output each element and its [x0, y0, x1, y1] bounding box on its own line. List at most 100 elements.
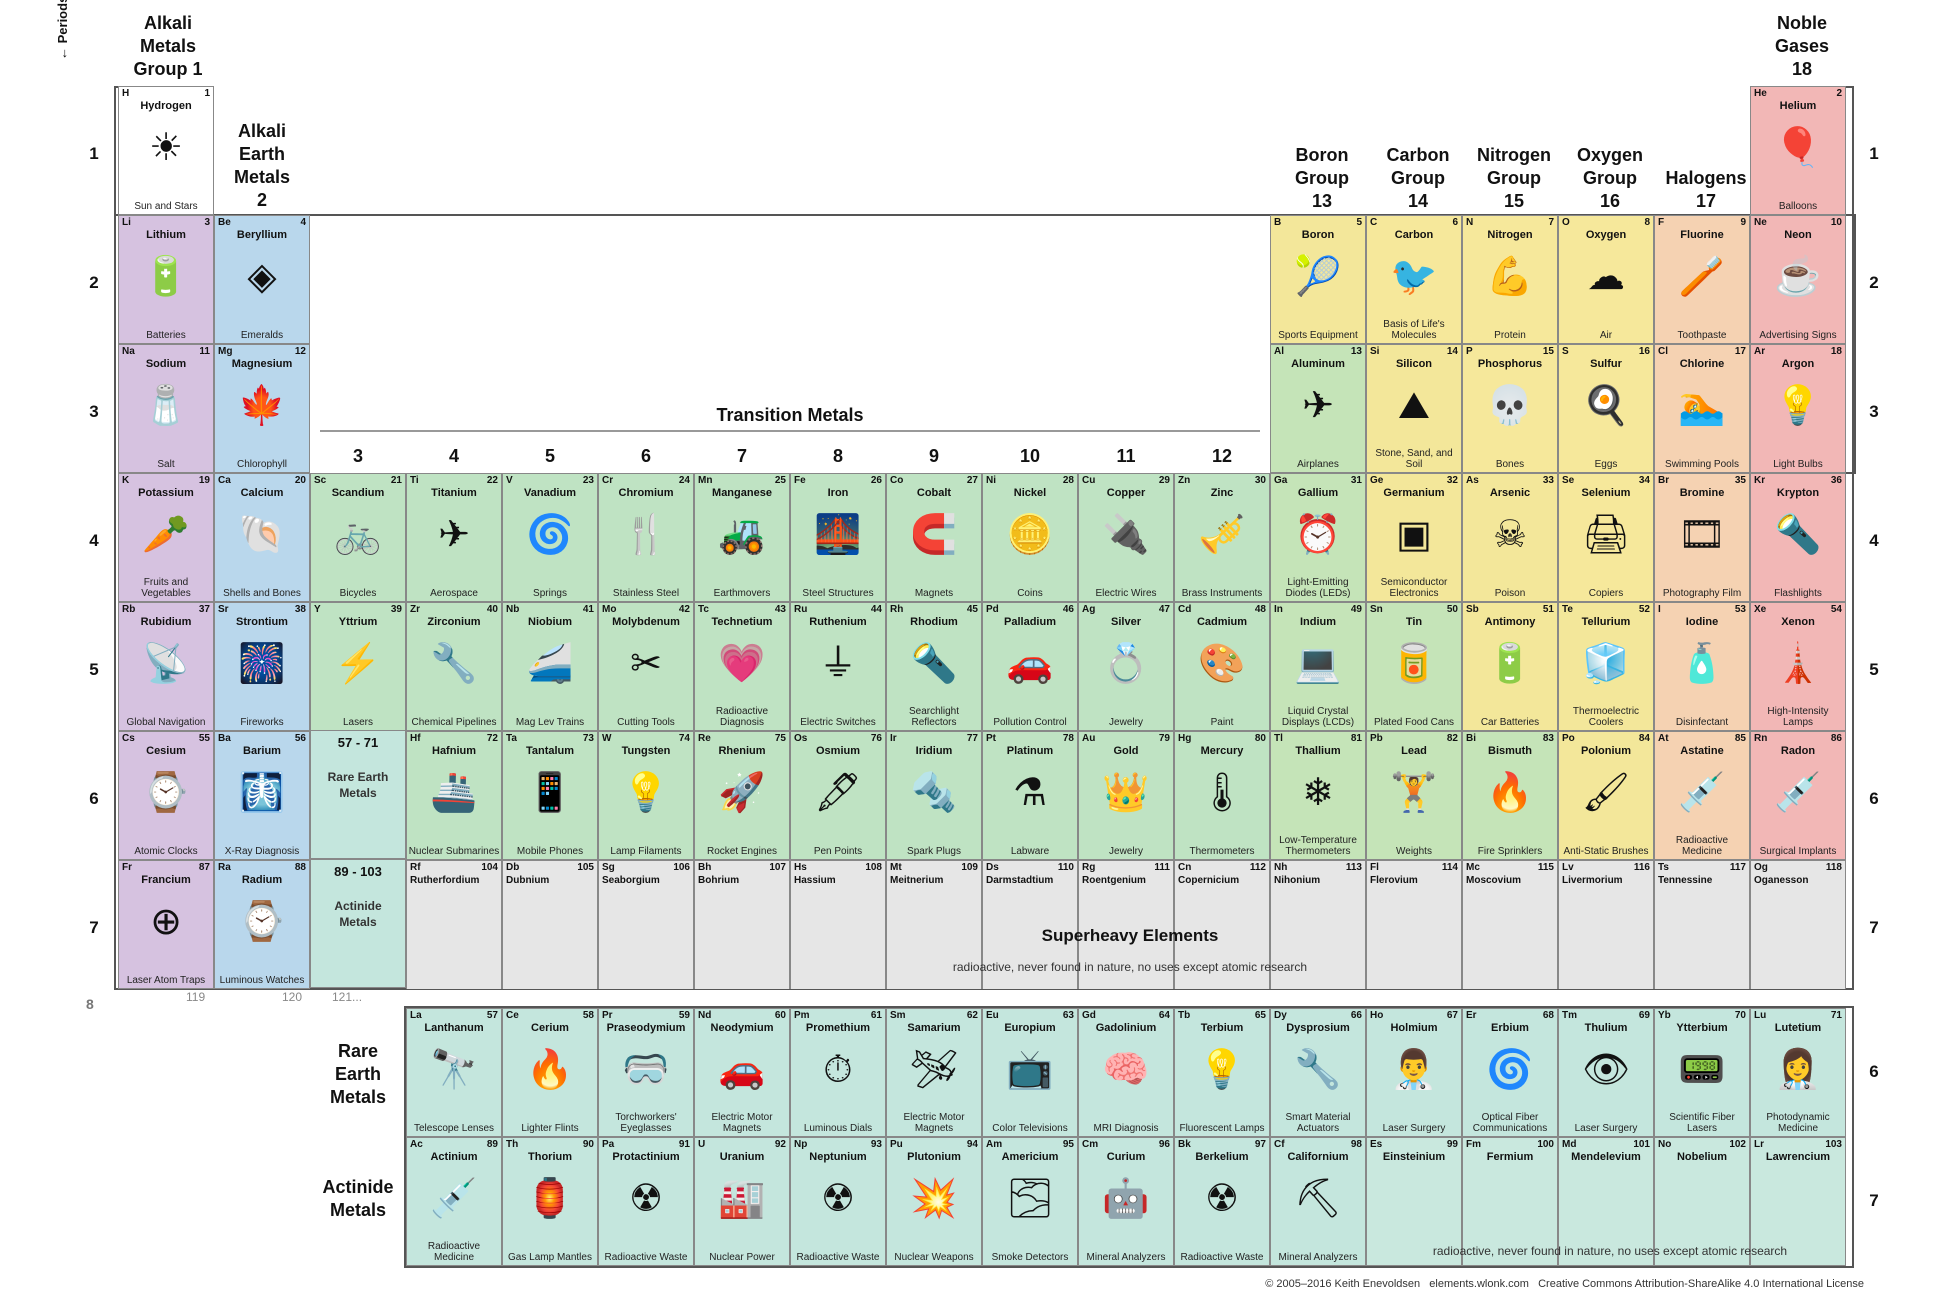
element-ytterbium[interactable]: Yb 70 Ytterbium 📟 Scientific Fiber Lasers — [1654, 1008, 1750, 1137]
element-radon[interactable]: Rn 86 Radon 💉 Surgical Implants — [1750, 731, 1846, 860]
element-platinum[interactable]: Pt 78 Platinum ⚗ Labware — [982, 731, 1078, 860]
element-phosphorus[interactable]: P 15 Phosphorus 💀 Bones — [1462, 344, 1558, 473]
element-antimony[interactable]: Sb 51 Antimony 🔋 Car Batteries — [1462, 602, 1558, 731]
element-manganese[interactable]: Mn 25 Manganese 🚜 Earthmovers — [694, 473, 790, 602]
element-barium[interactable]: Ba 56 Barium 🩻 X-Ray Diagnosis — [214, 731, 310, 860]
element-americium[interactable]: Am 95 Americium 🌫 Smoke Detectors — [982, 1137, 1078, 1266]
element-cesium[interactable]: Cs 55 Cesium ⌚ Atomic Clocks — [118, 731, 214, 860]
element-lutetium[interactable]: Lu 71 Lutetium 👩‍⚕ Photodynamic Medicine — [1750, 1008, 1846, 1137]
element-californium[interactable]: Cf 98 Californium ⛏ Mineral Analyzers — [1270, 1137, 1366, 1266]
element-neon[interactable]: Ne 10 Neon ☕ Advertising Signs — [1750, 215, 1846, 344]
element-tellurium[interactable]: Te 52 Tellurium 🧊 Thermoelectric Coolers — [1558, 602, 1654, 731]
element-germanium[interactable]: Ge 32 Germanium ▣ Semiconductor Electronics — [1366, 473, 1462, 602]
element-darmstadtium[interactable]: Ds 110 Darmstadtium — [982, 860, 1078, 989]
element-radium[interactable]: Ra 88 Radium ⌚ Luminous Watches — [214, 860, 310, 989]
element-tin[interactable]: Sn 50 Tin 🥫 Plated Food Cans — [1366, 602, 1462, 731]
element-palladium[interactable]: Pd 46 Palladium 🚗 Pollution Control — [982, 602, 1078, 731]
element-yttrium[interactable]: Y 39 Yttrium ⚡ Lasers — [310, 602, 406, 731]
element-rutherfordium[interactable]: Rf 104 Rutherfordium — [406, 860, 502, 989]
element-indium[interactable]: In 49 Indium 💻 Liquid Crystal Displays (LCDs… — [1270, 602, 1366, 731]
element-bohrium[interactable]: Bh 107 Bohrium — [694, 860, 790, 989]
element-actinium[interactable]: Ac 89 Actinium 💉 Radioactive Medicine — [406, 1137, 502, 1266]
element-sodium[interactable]: Na 11 Sodium 🧂 Salt — [118, 344, 214, 473]
element-flerovium[interactable]: Fl 114 Flerovium — [1366, 860, 1462, 989]
element-zirconium[interactable]: Zr 40 Zirconium 🔧 Chemical Pipelines — [406, 602, 502, 731]
element-europium[interactable]: Eu 63 Europium 📺 Color Televisions — [982, 1008, 1078, 1137]
element-dubnium[interactable]: Db 105 Dubnium — [502, 860, 598, 989]
element-nihonium[interactable]: Nh 113 Nihonium — [1270, 860, 1366, 989]
element-chlorine[interactable]: Cl 17 Chlorine 🏊 Swimming Pools — [1654, 344, 1750, 473]
element-xenon[interactable]: Xe 54 Xenon 🗼 High-Intensity Lamps — [1750, 602, 1846, 731]
element-dysprosium[interactable]: Dy 66 Dysprosium 🔧 Smart Material Actuators — [1270, 1008, 1366, 1137]
element-niobium[interactable]: Nb 41 Niobium 🚄 Mag Lev Trains — [502, 602, 598, 731]
element-technetium[interactable]: Tc 43 Technetium 💗 Radioactive Diagnosis — [694, 602, 790, 731]
element-neodymium[interactable]: Nd 60 Neodymium 🚗 Electric Motor Magnets — [694, 1008, 790, 1137]
element-mercury[interactable]: Hg 80 Mercury 🌡 Thermometers — [1174, 731, 1270, 860]
element-lanthanum[interactable]: La 57 Lanthanum 🔭 Telescope Lenses — [406, 1008, 502, 1137]
element-moscovium[interactable]: Mc 115 Moscovium — [1462, 860, 1558, 989]
element-polonium[interactable]: Po 84 Polonium 🖌 Anti-Static Brushes — [1558, 731, 1654, 860]
element-osmium[interactable]: Os 76 Osmium 🖋 Pen Points — [790, 731, 886, 860]
element-neptunium[interactable]: Np 93 Neptunium ☢ Radioactive Waste — [790, 1137, 886, 1266]
element-calcium[interactable]: Ca 20 Calcium 🐚 Shells and Bones — [214, 473, 310, 602]
element-tantalum[interactable]: Ta 73 Tantalum 📱 Mobile Phones — [502, 731, 598, 860]
element-strontium[interactable]: Sr 38 Strontium 🎆 Fireworks — [214, 602, 310, 731]
element-magnesium[interactable]: Mg 12 Magnesium 🍁 Chlorophyll — [214, 344, 310, 473]
element-iodine[interactable]: I 53 Iodine 🧴 Disinfectant — [1654, 602, 1750, 731]
element-cadmium[interactable]: Cd 48 Cadmium 🎨 Paint — [1174, 602, 1270, 731]
element-astatine[interactable]: At 85 Astatine 💉 Radioactive Medicine — [1654, 731, 1750, 860]
element-argon[interactable]: Ar 18 Argon 💡 Light Bulbs — [1750, 344, 1846, 473]
element-terbium[interactable]: Tb 65 Terbium 💡 Fluorescent Lamps — [1174, 1008, 1270, 1137]
element-hafnium[interactable]: Hf 72 Hafnium 🚢 Nuclear Submarines — [406, 731, 502, 860]
element-fermium[interactable]: Fm 100 Fermium — [1462, 1137, 1558, 1266]
element-titanium[interactable]: Ti 22 Titanium ✈ Aerospace — [406, 473, 502, 602]
element-ruthenium[interactable]: Ru 44 Ruthenium ⏚ Electric Switches — [790, 602, 886, 731]
element-seaborgium[interactable]: Sg 106 Seaborgium — [598, 860, 694, 989]
element-tungsten[interactable]: W 74 Tungsten 💡 Lamp Filaments — [598, 731, 694, 860]
element-gold[interactable]: Au 79 Gold 👑 Jewelry — [1078, 731, 1174, 860]
element-aluminum[interactable]: Al 13 Aluminum ✈ Airplanes — [1270, 344, 1366, 473]
element-plutonium[interactable]: Pu 94 Plutonium 💥 Nuclear Weapons — [886, 1137, 982, 1266]
element-rhenium[interactable]: Re 75 Rhenium 🚀 Rocket Engines — [694, 731, 790, 860]
element-curium[interactable]: Cm 96 Curium 🤖 Mineral Analyzers — [1078, 1137, 1174, 1266]
element-oxygen[interactable]: O 8 Oxygen ☁ Air — [1558, 215, 1654, 344]
element-zinc[interactable]: Zn 30 Zinc 🎺 Brass Instruments — [1174, 473, 1270, 602]
element-chromium[interactable]: Cr 24 Chromium 🍴 Stainless Steel — [598, 473, 694, 602]
element-helium[interactable]: He 2 Helium 🎈 Balloons — [1750, 86, 1846, 215]
element-hydrogen[interactable]: H 1 Hydrogen ☀ Sun and Stars — [118, 86, 214, 215]
element-silver[interactable]: Ag 47 Silver 💍 Jewelry — [1078, 602, 1174, 731]
element-francium[interactable]: Fr 87 Francium ⊕ Laser Atom Traps — [118, 860, 214, 989]
element-gallium[interactable]: Ga 31 Gallium ⏰ Light-Emitting Diodes (LEDs) — [1270, 473, 1366, 602]
element-vanadium[interactable]: V 23 Vanadium 🌀 Springs — [502, 473, 598, 602]
element-einsteinium[interactable]: Es 99 Einsteinium — [1366, 1137, 1462, 1266]
element-iridium[interactable]: Ir 77 Iridium 🔩 Spark Plugs — [886, 731, 982, 860]
element-thulium[interactable]: Tm 69 Thulium 👁 Laser Surgery — [1558, 1008, 1654, 1137]
element-lithium[interactable]: Li 3 Lithium 🔋 Batteries — [118, 215, 214, 344]
element-roentgenium[interactable]: Rg 111 Roentgenium — [1078, 860, 1174, 989]
element-lead[interactable]: Pb 82 Lead 🏋 Weights — [1366, 731, 1462, 860]
element-thorium[interactable]: Th 90 Thorium 🏮 Gas Lamp Mantles — [502, 1137, 598, 1266]
element-nitrogen[interactable]: N 7 Nitrogen 💪 Protein — [1462, 215, 1558, 344]
element-boron[interactable]: B 5 Boron 🎾 Sports Equipment — [1270, 215, 1366, 344]
element-potassium[interactable]: K 19 Potassium 🥕 Fruits and Vegetables — [118, 473, 214, 602]
element-nobelium[interactable]: No 102 Nobelium — [1654, 1137, 1750, 1266]
element-silicon[interactable]: Si 14 Silicon ⛰ Stone, Sand, and Soil — [1366, 344, 1462, 473]
element-erbium[interactable]: Er 68 Erbium 🌀 Optical Fiber Communications — [1462, 1008, 1558, 1137]
element-rubidium[interactable]: Rb 37 Rubidium 📡 Global Navigation — [118, 602, 214, 731]
element-promethium[interactable]: Pm 61 Promethium ⏱ Luminous Dials — [790, 1008, 886, 1137]
element-beryllium[interactable]: Be 4 Beryllium ◈ Emeralds — [214, 215, 310, 344]
element-holmium[interactable]: Ho 67 Holmium 👨‍⚕ Laser Surgery — [1366, 1008, 1462, 1137]
element-berkelium[interactable]: Bk 97 Berkelium ☢ Radioactive Waste — [1174, 1137, 1270, 1266]
element-bismuth[interactable]: Bi 83 Bismuth 🔥 Fire Sprinklers — [1462, 731, 1558, 860]
element-cerium[interactable]: Ce 58 Cerium 🔥 Lighter Flints — [502, 1008, 598, 1137]
element-gadolinium[interactable]: Gd 64 Gadolinium 🧠 MRI Diagnosis — [1078, 1008, 1174, 1137]
element-nickel[interactable]: Ni 28 Nickel 🪙 Coins — [982, 473, 1078, 602]
element-bromine[interactable]: Br 35 Bromine 🎞 Photography Film — [1654, 473, 1750, 602]
element-rhodium[interactable]: Rh 45 Rhodium 🔦 Searchlight Reflectors — [886, 602, 982, 731]
element-oganesson[interactable]: Og 118 Oganesson — [1750, 860, 1846, 989]
element-fluorine[interactable]: F 9 Fluorine 🪥 Toothpaste — [1654, 215, 1750, 344]
element-lawrencium[interactable]: Lr 103 Lawrencium — [1750, 1137, 1846, 1266]
element-praseodymium[interactable]: Pr 59 Praseodymium 🥽 Torchworkers' Eyeglasse… — [598, 1008, 694, 1137]
element-meitnerium[interactable]: Mt 109 Meitnerium — [886, 860, 982, 989]
element-hassium[interactable]: Hs 108 Hassium — [790, 860, 886, 989]
